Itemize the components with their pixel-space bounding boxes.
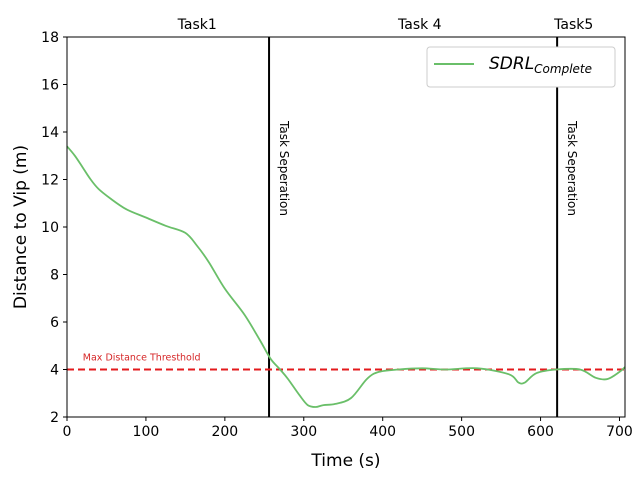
threshold-group: Max Distance Thresthold	[67, 353, 625, 371]
x-tick-label: 400	[369, 424, 396, 440]
legend-box	[426, 46, 616, 88]
x-tick-label: 700	[606, 424, 633, 440]
x-tick-label: 500	[448, 424, 475, 440]
legend: SDRLComplete	[426, 46, 616, 88]
y-tick-label: 4	[50, 363, 59, 379]
threshold-label: Max Distance Thresthold	[83, 353, 201, 364]
series-line	[66, 145, 626, 408]
legend-label: SDRLComplete	[489, 54, 592, 76]
legend-label-main: SDRL	[489, 54, 534, 74]
y-tick-label: 12	[41, 173, 59, 189]
task-labels: Task1 Task 4 Task5	[177, 17, 594, 33]
legend-label-subscript: Complete	[534, 62, 592, 76]
y-tick-label: 18	[41, 30, 59, 46]
task-separators: Task Seperation Task Seperation	[268, 37, 579, 417]
x-tick-label: 600	[527, 424, 554, 440]
y-axis-label: Distance to Vip (m)	[11, 145, 31, 309]
task-label: Task 4	[397, 17, 442, 33]
series-group	[66, 145, 626, 408]
task-separator-label: Task Seperation	[565, 120, 579, 216]
plot-frame	[66, 36, 626, 418]
y-tick-label: 16	[41, 78, 59, 94]
x-tick-label: 0	[63, 424, 72, 440]
y-tick-label: 8	[50, 268, 59, 284]
task-separator-label: Task Seperation	[277, 120, 291, 216]
task-label: Task5	[553, 17, 593, 33]
y-tick-label: 6	[50, 315, 59, 331]
y-tick-label: 14	[41, 125, 59, 141]
x-tick-label: 100	[133, 424, 160, 440]
x-tick-label: 200	[211, 424, 238, 440]
task-label: Task1	[177, 17, 217, 33]
x-tick-label: 300	[290, 424, 317, 440]
y-tick-label: 10	[41, 220, 59, 236]
x-axis-label: Time (s)	[310, 451, 380, 471]
y-axis-ticks: 2 4 6 8 10 12 14 16 18	[41, 30, 67, 426]
y-tick-label: 2	[50, 410, 59, 426]
x-axis-ticks: 0 100 200 300 400 500 600 700	[63, 417, 633, 440]
